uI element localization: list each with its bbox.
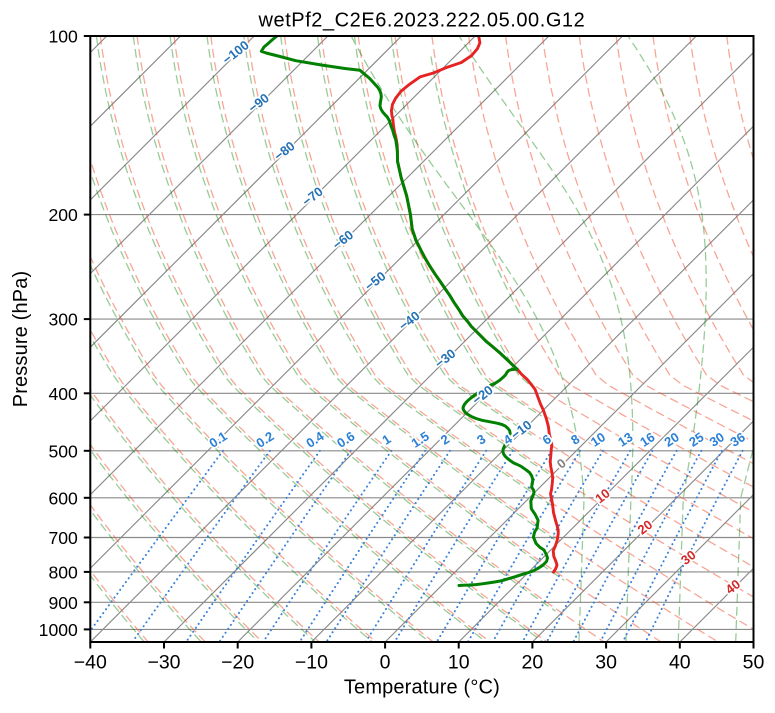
- svg-text:−40: −40: [74, 652, 107, 674]
- svg-text:1000: 1000: [39, 620, 78, 640]
- svg-text:20: 20: [522, 652, 544, 674]
- svg-text:500: 500: [48, 441, 78, 461]
- svg-text:10: 10: [448, 652, 470, 674]
- svg-text:Pressure (hPa): Pressure (hPa): [10, 271, 32, 408]
- svg-text:−30: −30: [147, 652, 180, 674]
- svg-text:−20: −20: [221, 652, 254, 674]
- svg-text:200: 200: [48, 205, 78, 225]
- svg-text:50: 50: [743, 652, 765, 674]
- svg-text:300: 300: [48, 310, 78, 330]
- svg-text:Temperature (°C): Temperature (°C): [344, 677, 500, 699]
- svg-text:30: 30: [595, 652, 617, 674]
- svg-text:wetPf2_C2E6.2023.222.05.00.G12: wetPf2_C2E6.2023.222.05.00.G12: [258, 9, 586, 31]
- svg-text:900: 900: [48, 593, 78, 613]
- svg-text:600: 600: [48, 488, 78, 508]
- svg-text:0: 0: [380, 652, 391, 674]
- svg-text:100: 100: [48, 27, 78, 47]
- svg-text:800: 800: [48, 562, 78, 582]
- svg-text:40: 40: [669, 652, 691, 674]
- svg-text:700: 700: [48, 528, 78, 548]
- svg-text:−10: −10: [295, 652, 328, 674]
- svg-text:400: 400: [48, 384, 78, 404]
